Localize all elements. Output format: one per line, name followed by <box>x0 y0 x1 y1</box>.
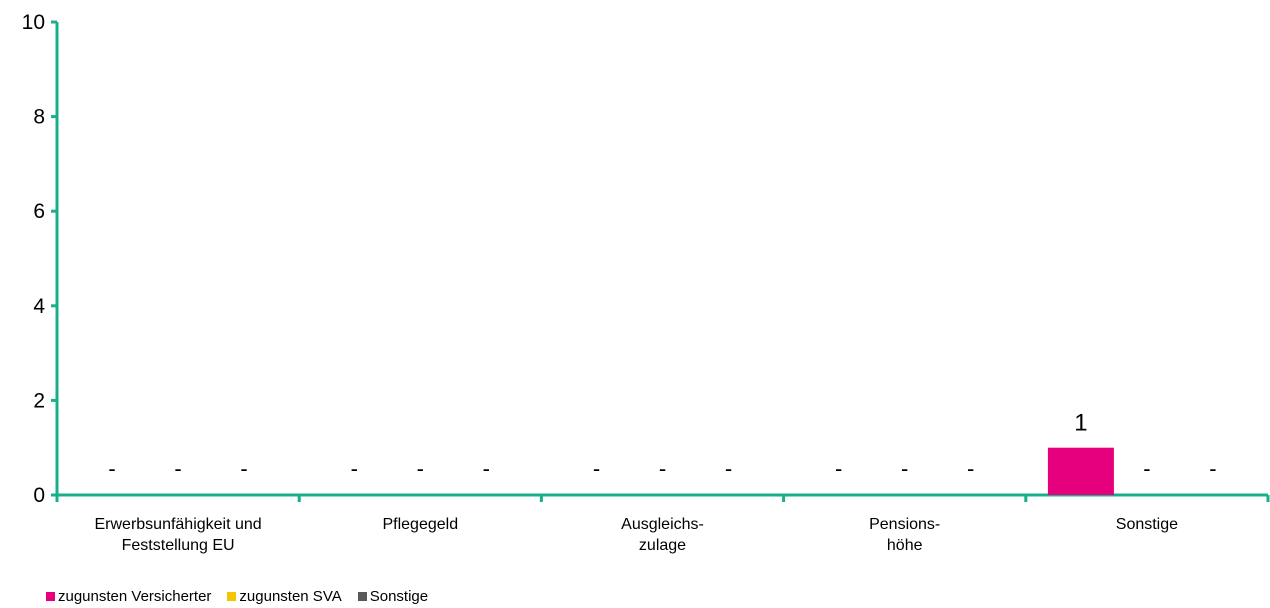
legend-label: zugunsten Versicherter <box>58 587 212 605</box>
data-label: - <box>108 456 115 481</box>
legend-swatch <box>227 591 237 601</box>
data-label: - <box>483 456 490 481</box>
category-labels: Erwerbsunfähigkeit und Feststellung EU Pfl… <box>94 516 1178 554</box>
data-label: - <box>174 456 181 481</box>
category-label: Pflegegeld <box>382 516 458 533</box>
legend-item: zugunsten Versicherter <box>46 588 211 605</box>
data-labels: - - - - - - - - - - - - 1 - - <box>108 410 1216 481</box>
y-tick-label: 10 <box>22 11 45 34</box>
category-label-line: höhe <box>887 537 923 554</box>
legend-label: Sonstige <box>369 587 429 605</box>
y-tick-label: 2 <box>33 389 45 412</box>
category-label: Sonstige <box>1116 516 1178 533</box>
data-label: - <box>967 456 974 481</box>
data-label: - <box>1209 456 1216 481</box>
category-label: Ausgleichs-zulage <box>621 516 704 554</box>
data-label: - <box>659 456 666 481</box>
category-label: Pensions-höhe <box>869 516 940 554</box>
legend: zugunsten Versicherter zugunsten SVA Sonst… <box>46 586 428 606</box>
data-label: 1 <box>1074 410 1087 437</box>
category-label-line: Feststellung EU <box>122 537 235 554</box>
category-label-line: Ausgleichs- <box>621 516 704 533</box>
legend-item: Sonstige <box>357 587 429 605</box>
data-label: - <box>240 456 247 481</box>
y-tick-label: 4 <box>33 295 45 318</box>
bar <box>1047 447 1114 495</box>
legend-label: zugunsten SVA <box>239 587 342 605</box>
data-label: - <box>901 456 908 481</box>
category-label-line: Pflegegeld <box>382 516 458 533</box>
category-label-line: Sonstige <box>1116 516 1178 533</box>
data-label: - <box>417 456 424 481</box>
bar-chart: 0 2 4 6 8 10 - - - - - - - - - - - - 1 - - Erwerbsunfähigke… <box>22 11 1270 554</box>
category-label-line: Pensions- <box>869 516 940 533</box>
data-label: - <box>593 456 600 481</box>
data-label: - <box>725 456 732 481</box>
category-label-line: zulage <box>639 537 686 554</box>
legend-swatch <box>357 591 367 601</box>
y-tick-label: 0 <box>33 484 45 507</box>
category-label-line: Erwerbsunfähigkeit und <box>94 516 261 533</box>
y-tick-label: 8 <box>33 106 45 129</box>
data-label: - <box>351 456 358 481</box>
legend-item: zugunsten SVA <box>227 587 342 605</box>
y-axis-ticks: 0 2 4 6 8 10 <box>22 11 57 507</box>
legend-swatch <box>46 591 55 601</box>
category-label: Erwerbsunfähigkeit und Feststellung EU <box>94 516 261 554</box>
bars <box>1047 447 1114 495</box>
data-label: - <box>1143 456 1150 481</box>
data-label: - <box>835 456 842 481</box>
y-tick-label: 6 <box>33 200 45 223</box>
